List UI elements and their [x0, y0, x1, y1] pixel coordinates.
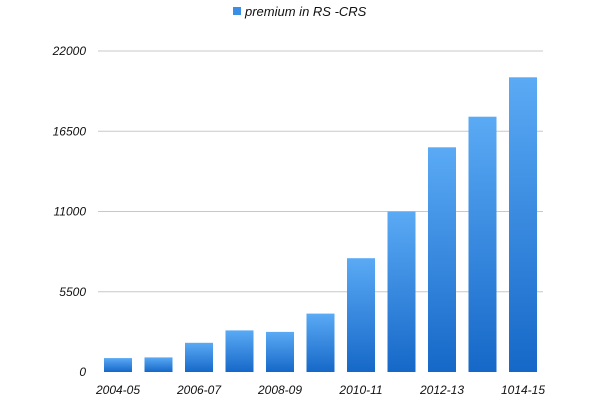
- y-tick-label: 11000: [54, 205, 87, 219]
- bar-2011-12: [387, 211, 416, 372]
- bar-2012-13: [428, 147, 456, 372]
- chart-legend: premium in RS -CRS: [233, 4, 367, 19]
- y-axis-labels: 0 5500 11000 16500 22000: [52, 44, 87, 379]
- x-tick-label: 2012-13: [419, 383, 464, 397]
- bar-2006-07: [185, 342, 213, 372]
- legend-label: premium in RS -CRS: [244, 4, 367, 19]
- x-tick-label: 2010-11: [338, 383, 382, 397]
- y-tick-label: 22000: [52, 44, 87, 58]
- legend-swatch: [233, 7, 241, 15]
- bar-2007-08: [225, 330, 254, 372]
- x-tick-label: 2004-05: [95, 383, 140, 397]
- bar-1014-15: [509, 77, 537, 373]
- y-tick-label: 16500: [53, 124, 87, 138]
- x-tick-label: 2008-09: [257, 383, 302, 397]
- x-tick-label: 2006-07: [176, 383, 222, 397]
- bar-2005-06: [144, 357, 173, 372]
- y-tick-label: 0: [79, 365, 86, 379]
- bar-2008-09: [266, 331, 294, 372]
- bars: [104, 77, 537, 373]
- bar-2009-10: [306, 313, 335, 372]
- bar-2004-05: [104, 358, 132, 372]
- x-axis-labels: 2004-05 2006-07 2008-09 2010-11 2012-13 1014-…: [95, 383, 545, 397]
- bar-2010-11: [347, 258, 375, 372]
- bar-2013-14: [468, 116, 497, 372]
- y-tick-label: 5500: [59, 285, 86, 299]
- x-tick-label: 1014-15: [501, 383, 545, 397]
